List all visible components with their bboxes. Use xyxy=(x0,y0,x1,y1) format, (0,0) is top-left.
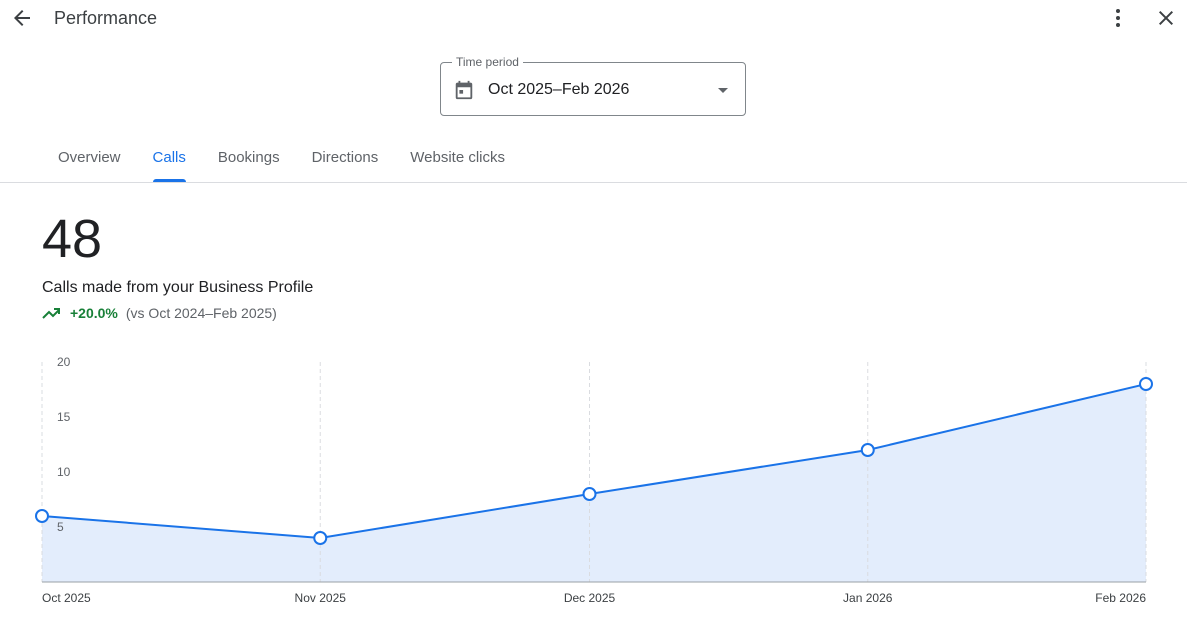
more-vert-icon xyxy=(1116,9,1120,27)
time-period-value: Oct 2025–Feb 2026 xyxy=(488,81,630,98)
back-button[interactable] xyxy=(10,6,34,35)
change-percent: +20.0% xyxy=(70,305,118,321)
arrow-back-icon xyxy=(14,10,30,26)
y-tick-label: 15 xyxy=(57,410,71,424)
total-calls: 48 xyxy=(42,209,103,269)
change-row: +20.0% (vs Oct 2024–Feb 2025) xyxy=(42,305,277,321)
close-icon xyxy=(1159,11,1173,25)
more-options-button[interactable] xyxy=(1106,6,1130,35)
area-fill xyxy=(42,384,1146,582)
tab-overview[interactable]: Overview xyxy=(58,149,121,166)
x-tick-label: Oct 2025 xyxy=(42,591,91,605)
time-period-label: Time period xyxy=(452,55,523,69)
close-button[interactable] xyxy=(1154,6,1178,35)
calls-chart: 20 15 10 5 Oct 2025 Nov 2025 Dec 2025 Jan 2026 F… xyxy=(35,355,1153,605)
page-title: Performance xyxy=(54,8,158,28)
x-tick-label: Nov 2025 xyxy=(295,591,347,605)
x-tick-label: Jan 2026 xyxy=(843,591,893,605)
tab-website-clicks[interactable]: Website clicks xyxy=(410,149,506,166)
tab-directions[interactable]: Directions xyxy=(311,149,379,166)
metric-label: Calls made from your Business Profile xyxy=(42,279,314,296)
data-point xyxy=(582,487,597,501)
calendar-icon xyxy=(455,80,473,100)
tab-calls[interactable]: Calls xyxy=(137,140,202,182)
dropdown-arrow-icon xyxy=(718,88,728,93)
x-tick-label: Feb 2026 xyxy=(1095,591,1146,605)
data-point xyxy=(35,509,49,523)
data-point xyxy=(860,443,875,457)
y-tick-label: 10 xyxy=(57,465,71,479)
data-point xyxy=(313,531,328,545)
y-tick-label: 20 xyxy=(57,355,71,369)
comparison-period: (vs Oct 2024–Feb 2025) xyxy=(125,305,277,321)
data-point xyxy=(1139,377,1153,391)
x-tick-label: Dec 2025 xyxy=(564,591,616,605)
trending-up-icon xyxy=(42,308,60,319)
tab-bookings[interactable]: Bookings xyxy=(217,149,280,166)
divider xyxy=(0,182,1187,183)
y-tick-label: 5 xyxy=(57,520,64,534)
tab-bar: Overview Calls Bookings Directions Websi… xyxy=(42,140,521,182)
time-period-select[interactable]: Time period Oct 2025–Feb 2026 xyxy=(440,55,746,116)
